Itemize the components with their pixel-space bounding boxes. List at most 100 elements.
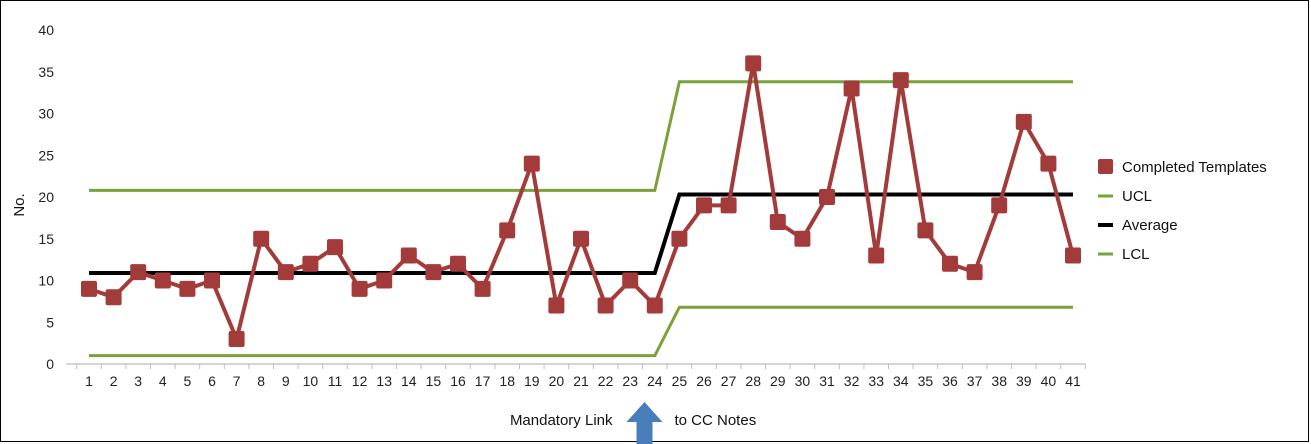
- data-point: [671, 230, 688, 247]
- data-point: [769, 214, 786, 231]
- legend-label-completed-templates: Completed Templates: [1122, 159, 1267, 176]
- y-axis: 0 5 10 15 20 25 30 35 40: [38, 22, 54, 372]
- x-tick-label: 19: [524, 373, 540, 389]
- y-tick-label: 35: [38, 64, 54, 80]
- data-point: [720, 197, 737, 214]
- series-layer: [81, 55, 1081, 358]
- x-tick-label: 13: [376, 373, 392, 389]
- legend-marker-completed-templates: [1098, 159, 1113, 174]
- x-tick-label: 26: [696, 373, 712, 389]
- data-point: [277, 264, 294, 281]
- data-point: [1040, 155, 1057, 172]
- data-point: [548, 297, 565, 314]
- data-point: [253, 230, 270, 247]
- data-point: [499, 222, 516, 239]
- y-tick-label: 40: [38, 22, 54, 38]
- data-point: [1065, 247, 1081, 264]
- x-tick-label: 41: [1065, 373, 1081, 389]
- y-tick-label: 20: [38, 189, 54, 205]
- x-tick-label: 5: [184, 373, 192, 389]
- y-tick-label: 0: [46, 356, 54, 372]
- y-tick-label: 25: [38, 147, 54, 163]
- data-point: [450, 255, 466, 272]
- data-point: [351, 280, 368, 297]
- y-tick-label: 5: [46, 314, 54, 330]
- legend-label-average: Average: [1122, 217, 1178, 234]
- data-point: [843, 80, 860, 97]
- data-point: [1015, 113, 1032, 130]
- x-tick-label: 4: [159, 373, 167, 389]
- x-tick-label: 17: [475, 373, 491, 389]
- data-point: [130, 264, 147, 281]
- data-point: [179, 280, 196, 297]
- x-tick-label: 11: [328, 373, 343, 389]
- y-tick-label: 30: [38, 106, 54, 122]
- data-point: [696, 197, 712, 214]
- x-tick-label: 6: [208, 373, 216, 389]
- completed-templates-line: [88, 61, 1075, 341]
- x-tick-label: 18: [499, 373, 515, 389]
- x-tick-label: 39: [1016, 373, 1032, 389]
- x-tick-label: 36: [942, 373, 958, 389]
- x-tick-label: 20: [549, 373, 565, 389]
- x-tick-label: 22: [598, 373, 614, 389]
- y-axis-label: No.: [11, 193, 28, 216]
- data-point: [991, 197, 1008, 214]
- data-point: [302, 255, 319, 272]
- data-point: [794, 230, 811, 247]
- x-tick-label: 37: [967, 373, 983, 389]
- data-point: [228, 330, 245, 347]
- x-tick-label: 35: [918, 373, 934, 389]
- x-tick-label: 24: [647, 373, 663, 389]
- x-tick-label: 30: [795, 373, 811, 389]
- data-point: [819, 189, 835, 205]
- data-point: [892, 72, 909, 89]
- x-tick-label: 3: [134, 373, 142, 389]
- x-tick-label: 29: [770, 373, 786, 389]
- data-point: [597, 297, 614, 314]
- x-tick-label: 25: [672, 373, 688, 389]
- x-tick-label: 32: [844, 373, 860, 389]
- x-tick-label: 10: [303, 373, 319, 389]
- legend: Completed Templates UCL Average LCL: [1098, 159, 1267, 263]
- data-point: [425, 264, 442, 281]
- annotation-right-text: to CC Notes: [675, 412, 757, 429]
- x-tick-label: 31: [819, 373, 835, 389]
- data-point: [917, 222, 934, 239]
- legend-label-lcl: LCL: [1122, 246, 1150, 263]
- x-tick-label: 14: [401, 373, 417, 389]
- data-point: [204, 272, 220, 289]
- data-point: [400, 247, 417, 264]
- annotation-left-text: Mandatory Link: [510, 412, 613, 429]
- data-point: [81, 280, 97, 297]
- average-line: [89, 192, 1073, 275]
- up-arrow-icon: [626, 402, 663, 444]
- x-tick-label: 38: [991, 373, 1007, 389]
- data-point: [646, 297, 663, 314]
- x-tick-label: 12: [352, 373, 368, 389]
- data-point: [868, 247, 885, 264]
- x-tick-label: 8: [257, 373, 265, 389]
- data-point: [523, 155, 540, 172]
- x-tick-label: 21: [573, 373, 589, 389]
- x-tick-label: 15: [426, 373, 442, 389]
- data-point: [474, 280, 491, 297]
- x-tick-label: 23: [622, 373, 638, 389]
- annotation: Mandatory Link to CC Notes: [510, 402, 756, 444]
- data-point: [573, 230, 589, 247]
- y-tick-label: 15: [38, 231, 54, 247]
- data-point: [154, 272, 171, 289]
- x-tick-label: 16: [450, 373, 466, 389]
- x-tick-label: 28: [745, 373, 761, 389]
- data-point: [942, 255, 958, 272]
- lcl-line: [89, 305, 1073, 358]
- data-point: [327, 239, 343, 256]
- data-point: [105, 289, 122, 306]
- x-tick-label: 1: [85, 373, 93, 389]
- x-tick-label: 7: [233, 373, 241, 389]
- data-point: [376, 272, 393, 289]
- x-tick-label: 40: [1041, 373, 1057, 389]
- data-point: [745, 55, 762, 72]
